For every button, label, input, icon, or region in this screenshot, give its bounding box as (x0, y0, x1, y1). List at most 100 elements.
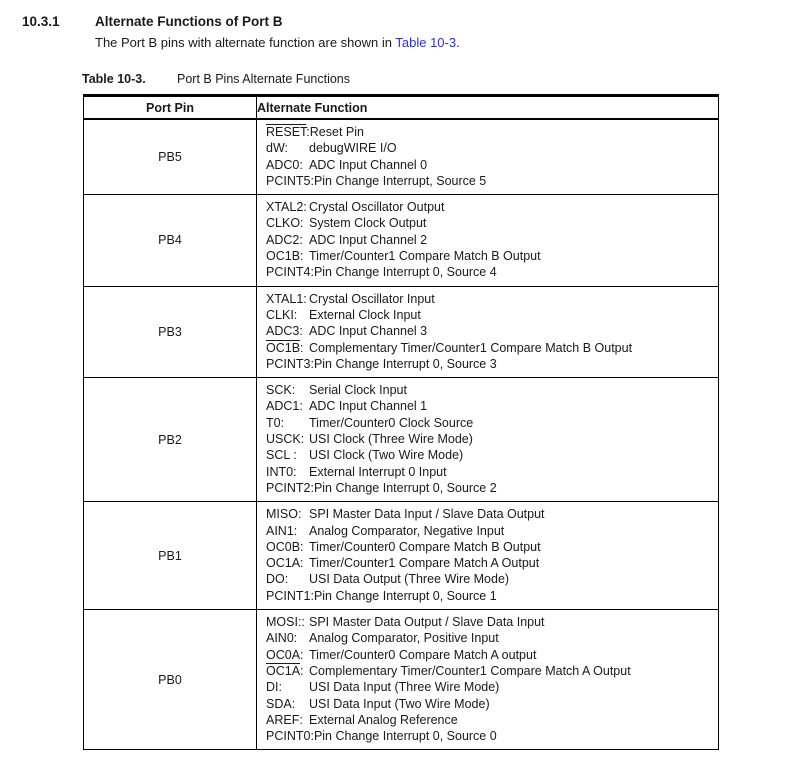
signal-description: Pin Change Interrupt 0, Source 4 (313, 265, 497, 280)
signal-name-text: ADC0 (266, 157, 300, 172)
signal-name: OC1B: (266, 340, 304, 355)
function-line: ADC3: ADC Input Channel 3 (266, 323, 716, 339)
port-pin-cell: PB1 (83, 501, 257, 611)
signal-name-text: MISO (266, 507, 298, 522)
function-line: INT0: External Interrupt 0 Input (266, 464, 716, 480)
function-line: T0: Timer/Counter0 Clock Source (266, 415, 716, 431)
signal-name: AIN0: (266, 631, 298, 646)
function-line: RESET:Reset Pin (266, 124, 716, 140)
function-line: DI: USI Data Input (Three Wire Mode) (266, 679, 716, 695)
signal-description: Timer/Counter0 Compare Match A output (309, 647, 537, 662)
signal-name: OC0B: (266, 539, 304, 554)
section-heading: 10.3.1 Alternate Functions of Port B (22, 14, 804, 30)
signal-description: Pin Change Interrupt 0, Source 2 (313, 480, 497, 495)
signal-name-text: DO (266, 572, 285, 587)
signal-name: CLKI: (266, 307, 298, 322)
signal-description: System Clock Output (309, 216, 427, 231)
signal-name-text: XTAL1 (266, 291, 304, 306)
table-header: Port Pin Alternate Function (83, 95, 719, 120)
port-pin-cell: PB5 (83, 118, 257, 196)
function-line: USCK: USI Clock (Three Wire Mode) (266, 431, 716, 447)
function-line: PCINT5:Pin Change Interrupt, Source 5 (266, 173, 716, 189)
function-line: AIN1: Analog Comparator, Negative Input (266, 523, 716, 539)
column-header-alternate-function: Alternate Function (256, 95, 719, 120)
signal-description: Pin Change Interrupt 0, Source 1 (313, 588, 497, 603)
signal-name: ADC2: (266, 232, 303, 247)
signal-name-text: PCINT3 (266, 356, 311, 371)
signal-name: PCINT0: (266, 729, 314, 744)
function-line: CLKO: System Clock Output (266, 215, 716, 231)
signal-name-text: MOSI (266, 615, 298, 630)
signal-description: USI Data Output (Three Wire Mode) (309, 572, 510, 587)
signal-name: USCK: (266, 432, 305, 447)
signal-name: AREF: (266, 712, 303, 727)
signal-name-text: PCINT4 (266, 265, 311, 280)
function-line: OC1A: Complementary Timer/Counter1 Compar… (266, 663, 716, 679)
function-line: PCINT0:Pin Change Interrupt 0, Source 0 (266, 728, 716, 744)
signal-name: PCINT5: (266, 173, 314, 188)
table-row: PB4 XTAL2: Crystal Oscillator Output CLKO:… (83, 194, 719, 287)
function-line: CLKI: External Clock Input (266, 307, 716, 323)
table-row: PB1 MISO: SPI Master Data Input / Slave D… (83, 501, 719, 611)
signal-name-text: ADC2 (266, 232, 300, 247)
table-cross-reference-link[interactable]: Table 10-3 (395, 35, 457, 50)
signal-description: Crystal Oscillator Output (309, 200, 445, 215)
signal-name-overlined: RESET (266, 125, 307, 139)
signal-description: Pin Change Interrupt 0, Source 3 (313, 356, 497, 371)
signal-name-text: PCINT1 (266, 588, 311, 603)
table-caption: Table 10-3. Port B Pins Alternate Functi… (82, 72, 804, 87)
section-number: 10.3.1 (22, 14, 60, 29)
intro-text: The Port B pins with alternate function … (95, 35, 396, 50)
port-pin-cell: PB3 (83, 285, 257, 379)
signal-name: MISO: (266, 507, 302, 522)
signal-description: Analog Comparator, Negative Input (309, 523, 505, 538)
signal-description: External Clock Input (309, 307, 421, 322)
section-title: Alternate Functions of Port B (95, 14, 283, 29)
signal-name: PCINT1: (266, 588, 314, 603)
signal-description: Serial Clock Input (309, 383, 407, 398)
port-pin-cell: PB0 (83, 609, 257, 751)
signal-name-text: AIN1 (266, 523, 294, 538)
signal-description: SPI Master Data Output / Slave Data Inpu… (309, 615, 545, 630)
table-caption-label: Table 10-3. (82, 72, 146, 86)
table-row: PB2 SCK: Serial Clock Input ADC1: ADC Input… (83, 377, 719, 503)
signal-name-text: SCL (266, 448, 290, 463)
signal-name: SCK: (266, 383, 296, 398)
signal-description: Reset Pin (309, 125, 364, 139)
signal-name-overlined: OC1B (266, 340, 301, 355)
function-line: PCINT1:Pin Change Interrupt 0, Source 1 (266, 588, 716, 604)
function-line: ADC1: ADC Input Channel 1 (266, 398, 716, 414)
signal-name-text: CLKI (266, 307, 294, 322)
function-line: XTAL1: Crystal Oscillator Input (266, 291, 716, 307)
function-line: SDA: USI Data Input (Two Wire Mode) (266, 696, 716, 712)
signal-name-text: OC1A (266, 556, 301, 571)
signal-description: ADC Input Channel 1 (309, 399, 428, 414)
signal-name: XTAL2: (266, 200, 307, 215)
function-line: ADC2: ADC Input Channel 2 (266, 232, 716, 248)
signal-name: SDA: (266, 696, 296, 711)
function-line: SCL : USI Clock (Two Wire Mode) (266, 447, 716, 463)
signal-description: Timer/Counter0 Compare Match B Output (309, 539, 541, 554)
signal-description: External Interrupt 0 Input (309, 464, 447, 479)
signal-name: ADC0: (266, 157, 303, 172)
signal-name: dW: (266, 141, 289, 156)
function-line: OC0B: Timer/Counter0 Compare Match B Outp… (266, 539, 716, 555)
signal-name-text: PCINT2 (266, 480, 311, 495)
signal-name: PCINT2: (266, 480, 314, 495)
signal-name: AIN1: (266, 523, 298, 538)
function-line: OC0A: Timer/Counter0 Compare Match A outp… (266, 647, 716, 663)
signal-description: Complementary Timer/Counter1 Compare Mat… (309, 663, 631, 678)
signal-name: DO: (266, 572, 289, 587)
signal-name: OC1B: (266, 249, 304, 264)
signal-name: ADC3: (266, 324, 303, 339)
signal-description: USI Clock (Two Wire Mode) (309, 448, 464, 463)
signal-name-text: SDA (266, 696, 292, 711)
table-header-row: Port Pin Alternate Function (83, 95, 719, 120)
alternate-function-cell: MISO: SPI Master Data Input / Slave Data … (256, 501, 719, 611)
function-line: SCK: Serial Clock Input (266, 382, 716, 398)
function-line: XTAL2: Crystal Oscillator Output (266, 199, 716, 215)
signal-description: Timer/Counter1 Compare Match B Output (309, 249, 541, 264)
signal-description: USI Data Input (Two Wire Mode) (309, 696, 490, 711)
signal-name-text: SCK (266, 383, 292, 398)
signal-name-text: PCINT0 (266, 729, 311, 744)
